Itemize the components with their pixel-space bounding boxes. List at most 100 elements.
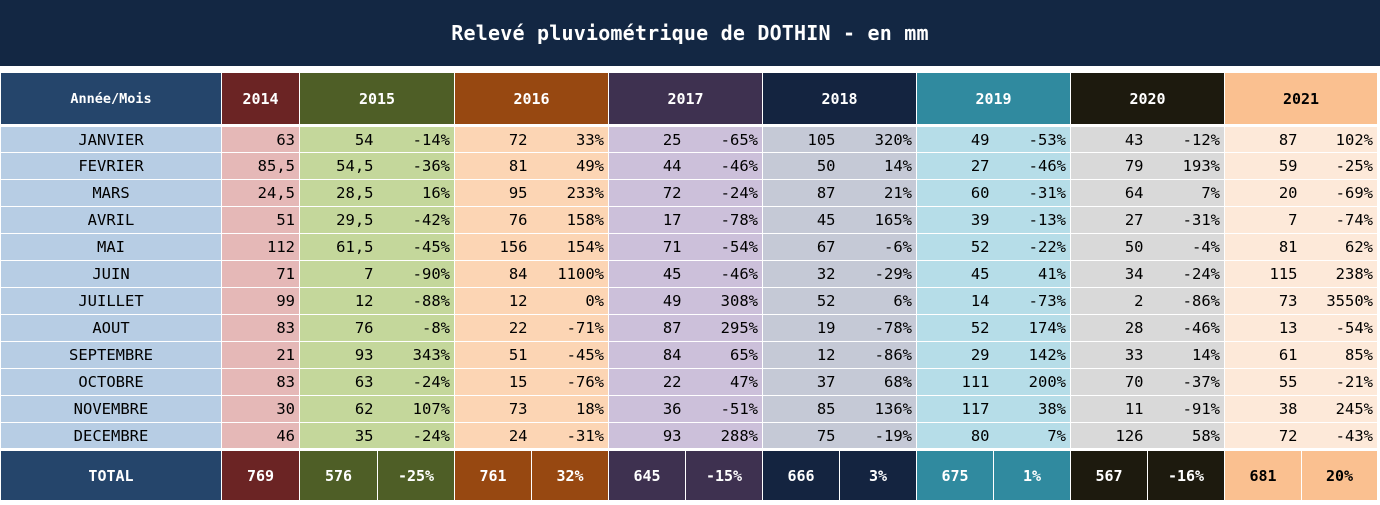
rain-mm-cell-2016[interactable]: 95 (454, 179, 532, 207)
rain-mm-cell-2015[interactable]: 63 (299, 368, 378, 396)
variation-pct-cell-2021[interactable]: -25% (1301, 152, 1378, 180)
month-cell[interactable]: MARS (0, 179, 222, 207)
rain-mm-cell-2018[interactable]: 50 (762, 152, 840, 180)
rain-mm-cell-2018[interactable]: 75 (762, 422, 840, 450)
variation-pct-cell-2021[interactable]: 62% (1301, 233, 1378, 261)
rain-mm-cell-2018[interactable]: 12 (762, 341, 840, 369)
rain-mm-cell-2015[interactable]: 76 (299, 314, 378, 342)
variation-pct-cell-2018[interactable]: 320% (839, 125, 917, 153)
variation-pct-cell-2016[interactable]: -71% (531, 314, 609, 342)
rain-mm-cell-2019[interactable]: 117 (916, 395, 994, 423)
rain-mm-cell-2019[interactable]: 45 (916, 260, 994, 288)
variation-pct-cell-2020[interactable]: -37% (1147, 368, 1225, 396)
total-mm-cell-2019[interactable]: 675 (916, 448, 994, 501)
variation-pct-cell-2016[interactable]: 158% (531, 206, 609, 234)
variation-pct-cell-2015[interactable]: 343% (377, 341, 455, 369)
variation-pct-cell-2017[interactable]: 288% (685, 422, 763, 450)
variation-pct-cell-2015[interactable]: -36% (377, 152, 455, 180)
rain-mm-cell-2016[interactable]: 12 (454, 287, 532, 315)
variation-pct-cell-2015[interactable]: -24% (377, 368, 455, 396)
rain-mm-cell-2019[interactable]: 39 (916, 206, 994, 234)
rain-mm-cell-2018[interactable]: 37 (762, 368, 840, 396)
variation-pct-cell-2020[interactable]: -86% (1147, 287, 1225, 315)
total-variation-cell-2016[interactable]: 32% (531, 448, 609, 501)
variation-pct-cell-2015[interactable]: -45% (377, 233, 455, 261)
rain-mm-cell-2014[interactable]: 85,5 (221, 152, 300, 180)
rain-mm-cell-2020[interactable]: 33 (1070, 341, 1148, 369)
rain-mm-cell-2014[interactable]: 83 (221, 368, 300, 396)
rain-mm-cell-2017[interactable]: 72 (608, 179, 686, 207)
rain-mm-cell-2020[interactable]: 79 (1070, 152, 1148, 180)
month-cell[interactable]: DECEMBRE (0, 422, 222, 450)
variation-pct-cell-2016[interactable]: 233% (531, 179, 609, 207)
month-cell[interactable]: SEPTEMBRE (0, 341, 222, 369)
variation-pct-cell-2021[interactable]: -54% (1301, 314, 1378, 342)
variation-pct-cell-2018[interactable]: -19% (839, 422, 917, 450)
month-cell[interactable]: JANVIER (0, 125, 222, 153)
rain-mm-cell-2021[interactable]: 115 (1224, 260, 1302, 288)
header-year-2020[interactable]: 2020 (1070, 72, 1225, 127)
variation-pct-cell-2020[interactable]: 7% (1147, 179, 1225, 207)
variation-pct-cell-2019[interactable]: -22% (993, 233, 1071, 261)
variation-pct-cell-2016[interactable]: -31% (531, 422, 609, 450)
variation-pct-cell-2016[interactable]: 0% (531, 287, 609, 315)
total-mm-cell-2018[interactable]: 666 (762, 448, 840, 501)
total-mm-cell-2017[interactable]: 645 (608, 448, 686, 501)
variation-pct-cell-2021[interactable]: 238% (1301, 260, 1378, 288)
rain-mm-cell-2014[interactable]: 112 (221, 233, 300, 261)
rain-mm-cell-2015[interactable]: 61,5 (299, 233, 378, 261)
variation-pct-cell-2018[interactable]: 21% (839, 179, 917, 207)
variation-pct-cell-2019[interactable]: 174% (993, 314, 1071, 342)
header-year-2014[interactable]: 2014 (221, 72, 300, 127)
rain-mm-cell-2014[interactable]: 83 (221, 314, 300, 342)
month-cell[interactable]: OCTOBRE (0, 368, 222, 396)
rain-mm-cell-2014[interactable]: 71 (221, 260, 300, 288)
rain-mm-cell-2014[interactable]: 30 (221, 395, 300, 423)
variation-pct-cell-2015[interactable]: -8% (377, 314, 455, 342)
month-cell[interactable]: JUILLET (0, 287, 222, 315)
variation-pct-cell-2017[interactable]: -46% (685, 260, 763, 288)
variation-pct-cell-2016[interactable]: 49% (531, 152, 609, 180)
rain-mm-cell-2021[interactable]: 20 (1224, 179, 1302, 207)
variation-pct-cell-2015[interactable]: 16% (377, 179, 455, 207)
rain-mm-cell-2021[interactable]: 61 (1224, 341, 1302, 369)
rain-mm-cell-2020[interactable]: 28 (1070, 314, 1148, 342)
total-variation-cell-2015[interactable]: -25% (377, 448, 455, 501)
variation-pct-cell-2015[interactable]: -14% (377, 125, 455, 153)
variation-pct-cell-2019[interactable]: 38% (993, 395, 1071, 423)
month-cell[interactable]: AVRIL (0, 206, 222, 234)
rain-mm-cell-2017[interactable]: 71 (608, 233, 686, 261)
total-label[interactable]: TOTAL (0, 448, 222, 501)
variation-pct-cell-2019[interactable]: 7% (993, 422, 1071, 450)
variation-pct-cell-2017[interactable]: 47% (685, 368, 763, 396)
variation-pct-cell-2021[interactable]: 3550% (1301, 287, 1378, 315)
variation-pct-cell-2017[interactable]: 308% (685, 287, 763, 315)
variation-pct-cell-2018[interactable]: -78% (839, 314, 917, 342)
rain-mm-cell-2015[interactable]: 28,5 (299, 179, 378, 207)
rain-mm-cell-2019[interactable]: 29 (916, 341, 994, 369)
variation-pct-cell-2015[interactable]: 107% (377, 395, 455, 423)
rain-mm-cell-2019[interactable]: 52 (916, 233, 994, 261)
rain-mm-cell-2020[interactable]: 2 (1070, 287, 1148, 315)
rain-mm-cell-2016[interactable]: 22 (454, 314, 532, 342)
rain-mm-cell-2019[interactable]: 27 (916, 152, 994, 180)
total-mm-cell-2016[interactable]: 761 (454, 448, 532, 501)
month-cell[interactable]: NOVEMBRE (0, 395, 222, 423)
rain-mm-cell-2014[interactable]: 99 (221, 287, 300, 315)
rain-mm-cell-2015[interactable]: 12 (299, 287, 378, 315)
rain-mm-cell-2015[interactable]: 35 (299, 422, 378, 450)
variation-pct-cell-2016[interactable]: -45% (531, 341, 609, 369)
month-cell[interactable]: FEVRIER (0, 152, 222, 180)
rain-mm-cell-2014[interactable]: 63 (221, 125, 300, 153)
rain-mm-cell-2015[interactable]: 29,5 (299, 206, 378, 234)
variation-pct-cell-2021[interactable]: -74% (1301, 206, 1378, 234)
rain-mm-cell-2015[interactable]: 62 (299, 395, 378, 423)
rain-mm-cell-2019[interactable]: 60 (916, 179, 994, 207)
variation-pct-cell-2016[interactable]: 154% (531, 233, 609, 261)
rain-mm-cell-2016[interactable]: 72 (454, 125, 532, 153)
variation-pct-cell-2019[interactable]: -73% (993, 287, 1071, 315)
rain-mm-cell-2017[interactable]: 44 (608, 152, 686, 180)
rain-mm-cell-2021[interactable]: 59 (1224, 152, 1302, 180)
total-variation-cell-2018[interactable]: 3% (839, 448, 917, 501)
rain-mm-cell-2018[interactable]: 87 (762, 179, 840, 207)
